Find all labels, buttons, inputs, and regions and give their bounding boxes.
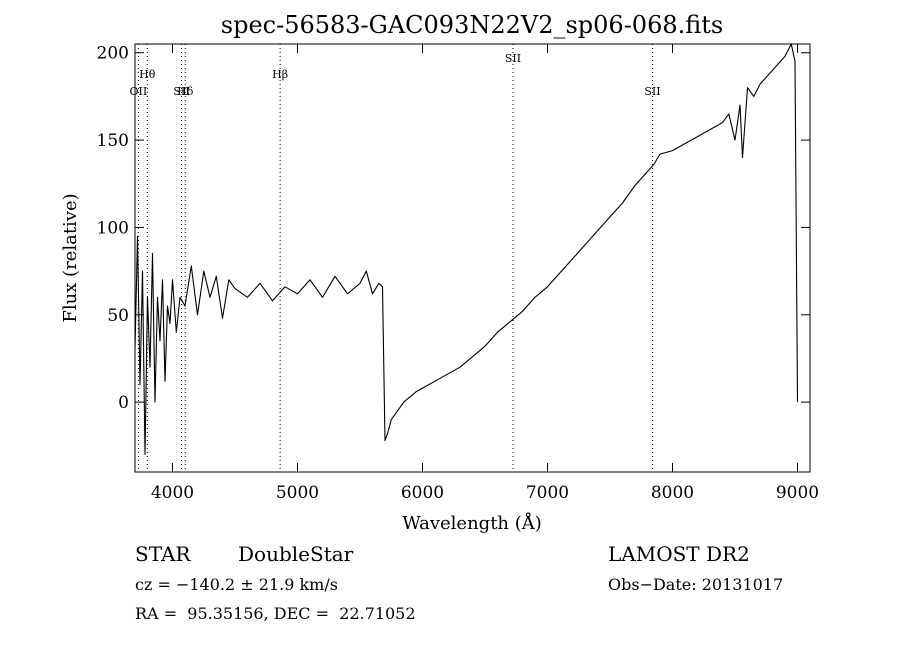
line-marker-label: Hβ: [272, 68, 288, 81]
line-marker-label: SII: [644, 85, 660, 98]
y-tick-label: 150: [97, 131, 129, 151]
coordinates-readout: RA = 95.35156, DEC = 22.71052: [135, 604, 416, 623]
x-axis-label: Wavelength (Å): [402, 512, 542, 534]
chart-title: spec-56583-GAC093N22V2_sp06-068.fits: [221, 11, 723, 39]
spectrum-line: [134, 43, 799, 456]
y-tick-label: 50: [107, 306, 129, 326]
y-tick-label: 0: [118, 393, 129, 413]
obs-date-readout: Obs−Date: 20131017: [608, 575, 784, 594]
line-marker-label: OII: [130, 85, 148, 98]
redshift-readout: cz = −140.2 ± 21.9 km/s: [135, 575, 338, 594]
survey-label: LAMOST DR2: [608, 542, 750, 566]
x-tick-label: 8000: [651, 483, 694, 503]
x-tick-label: 6000: [401, 483, 444, 503]
y-tick-label: 200: [97, 44, 129, 64]
class-label: STAR: [135, 542, 191, 566]
x-tick-label: 9000: [776, 483, 819, 503]
axis-ticks: 4000 5000 6000 7000 8000 9000 0 50 100 150 200: [97, 44, 820, 503]
x-tick-label: 4000: [151, 483, 194, 503]
y-tick-label: 100: [97, 218, 129, 238]
y-axis-label: Flux (relative): [60, 193, 81, 322]
subclass-label: DoubleStar: [238, 542, 354, 566]
line-marker-label: SII: [505, 52, 521, 65]
x-tick-label: 7000: [526, 483, 569, 503]
line-marker-label: Hδ: [177, 85, 194, 98]
line-marker-label: Hθ: [139, 68, 156, 81]
spectrum-series: [134, 43, 799, 456]
x-tick-label: 5000: [276, 483, 319, 503]
plot-frame: [134, 43, 811, 473]
